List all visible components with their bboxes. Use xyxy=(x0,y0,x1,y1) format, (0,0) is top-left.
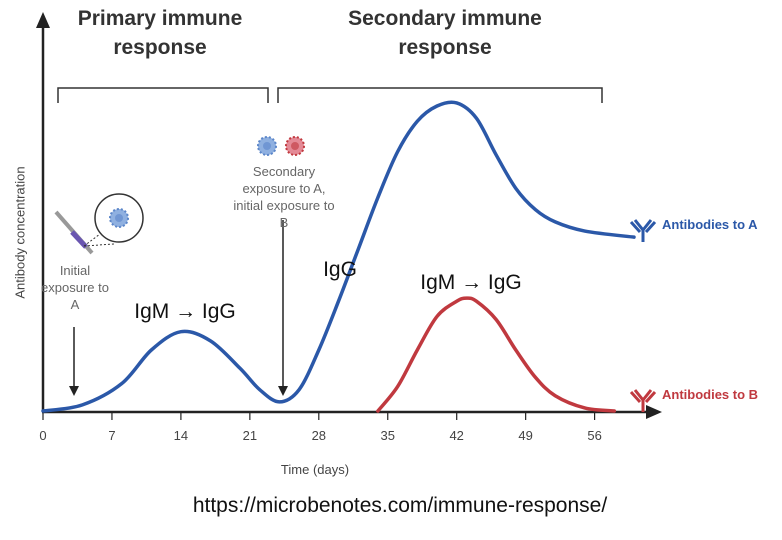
igm-igg-label-secondary: IgM → IgG xyxy=(420,271,522,294)
igm-igg-label-primary: IgM → IgG xyxy=(134,300,236,323)
x-tick-label: 56 xyxy=(587,428,601,443)
x-tick-label: 49 xyxy=(518,428,532,443)
x-tick-label: 21 xyxy=(243,428,257,443)
secondary-response-header: Secondary immune response xyxy=(348,7,542,59)
x-tick-label: 35 xyxy=(381,428,395,443)
secondary-bracket xyxy=(277,87,603,103)
magnifier-lines xyxy=(83,233,115,247)
x-tick-label: 28 xyxy=(312,428,326,443)
series-antibodies-b-line xyxy=(376,296,617,413)
x-tick-label: 0 xyxy=(39,428,46,443)
secondary-exposure-label: Secondary exposure to A, initial exposur… xyxy=(233,164,335,230)
magnifier-circle xyxy=(94,193,144,243)
syringe-fluid xyxy=(70,230,88,249)
virus-core xyxy=(291,142,299,150)
legend-antibodies-a: Antibodies to A xyxy=(662,217,758,232)
primary-response-header: Primary immune response xyxy=(77,7,243,59)
series-antibodies-a-line xyxy=(41,100,636,413)
x-axis-arrow xyxy=(646,405,662,419)
antibody-icon xyxy=(629,389,657,412)
y-axis-label: Antibody concentration xyxy=(12,166,28,299)
x-axis-label: Time (days) xyxy=(280,462,350,477)
x-tick-label: 14 xyxy=(174,428,188,443)
legend-antibodies-b: Antibodies to B xyxy=(662,387,759,402)
virus-core xyxy=(115,214,123,222)
virus-core xyxy=(263,142,271,150)
x-tick-label: 42 xyxy=(449,428,463,443)
igg-label: IgG xyxy=(323,258,357,281)
primary-bracket xyxy=(57,87,269,103)
x-tick-label: 7 xyxy=(108,428,115,443)
exposure-arrowhead xyxy=(278,386,288,396)
source-url[interactable]: https://microbenotes.com/immune-response… xyxy=(192,494,608,517)
initial-exposure-label: Initial exposure to A xyxy=(41,263,109,312)
exposure-arrowhead xyxy=(69,386,79,396)
antibody-icon xyxy=(629,219,657,242)
y-axis-arrow xyxy=(36,12,50,28)
